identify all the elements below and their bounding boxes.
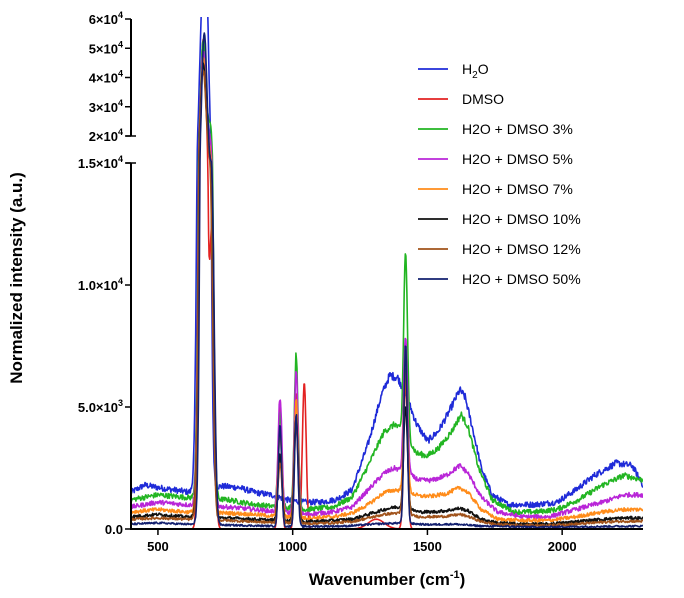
legend-label-4: H2O + DMSO 7% — [462, 181, 573, 197]
legend-label-0: H2O — [462, 61, 489, 81]
x-axis-title: Wavenumber (cm-1) — [309, 569, 466, 589]
y-upper-tick-3-label: 5×104 — [89, 39, 123, 56]
y-lower-tick-3-label: 1.5×104 — [78, 154, 123, 171]
series-line-7 — [131, 32, 643, 529]
series-line-6 — [131, 70, 643, 528]
x-tick-label: 500 — [147, 539, 169, 554]
y-lower-tick-2-label: 1.0×104 — [78, 276, 123, 293]
axes: 500 1000 1500 2000 0.0 5.0×103 1.0×104 1.5×104 2… — [7, 10, 643, 589]
y-axis-title: Normalized intensity (a.u.) — [7, 172, 26, 384]
x-tick-label: 2000 — [548, 539, 577, 554]
x-tick-label: 1000 — [278, 539, 307, 554]
legend-label-5: H2O + DMSO 10% — [462, 211, 581, 227]
legend-label-1: DMSO — [462, 91, 504, 107]
legend: H2O DMSO H2O + DMSO 3% H2O + DMSO 5% H2O + D… — [418, 61, 581, 287]
y-upper-tick-0-label: 2×104 — [89, 127, 123, 144]
legend-label-3: H2O + DMSO 5% — [462, 151, 573, 167]
y-upper-tick-1-label: 3×104 — [89, 98, 123, 115]
y-lower-tick-0-label: 0.0 — [105, 522, 123, 537]
y-upper-tick-4-label: 6×104 — [89, 10, 123, 27]
legend-label-7: H2O + DMSO 50% — [462, 271, 581, 287]
x-tick-label: 1500 — [413, 539, 442, 554]
legend-label-2: H2O + DMSO 3% — [462, 121, 573, 137]
y-upper-tick-2-label: 4×104 — [89, 69, 123, 86]
y-lower-tick-1-label: 5.0×103 — [78, 398, 123, 415]
legend-label-6: H2O + DMSO 12% — [462, 241, 581, 257]
series-lines — [131, 17, 643, 530]
